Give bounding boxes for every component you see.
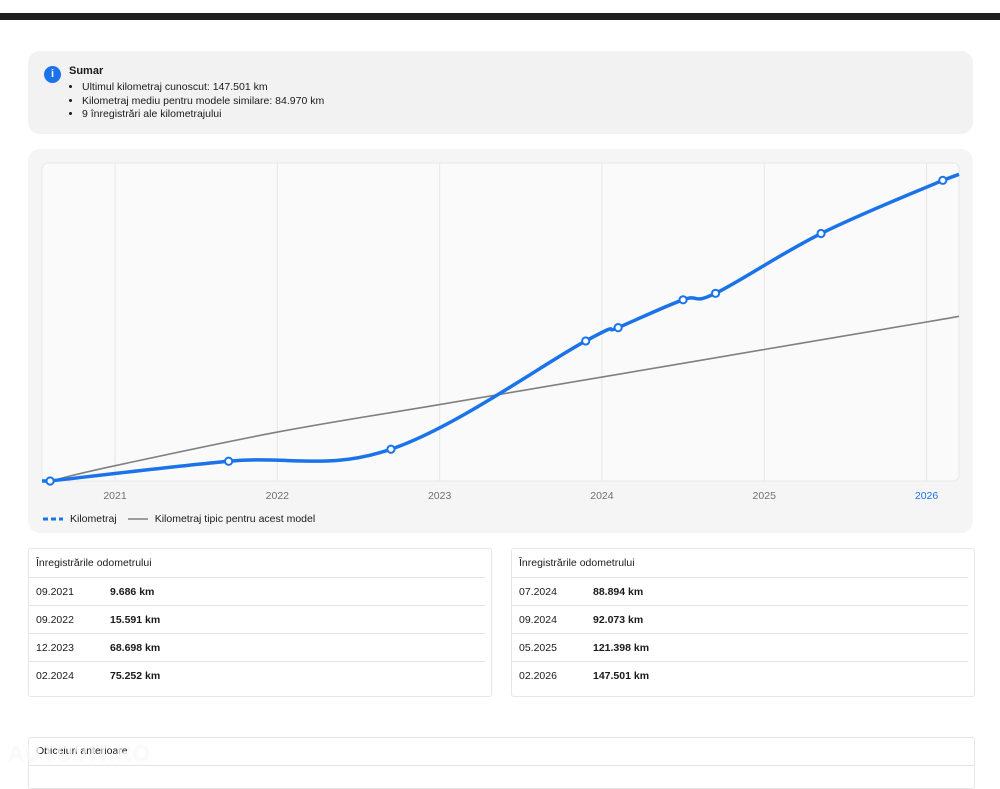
table-row: 09.2021 9.686 km: [29, 577, 485, 605]
table-row: 07.2024 88.894 km: [512, 577, 968, 605]
summary-item: Ultimul kilometraj cunoscut: 147.501 km: [82, 81, 324, 95]
summary-item: Kilometraj mediu pentru modele similare:…: [82, 95, 324, 109]
mileage-chart: 2021 2022 2023 2024 2025 2026 Kilometraj Kilo…: [28, 149, 973, 533]
records-title: Înregistrările odometrului: [519, 557, 635, 569]
chart-legend: Kilometraj Kilometraj tipic pentru acest…: [42, 513, 325, 525]
legend-label-mileage: Kilometraj: [70, 513, 117, 525]
records-rows: 09.2021 9.686 km 09.2022 15.591 km 12.2023 68…: [29, 577, 491, 689]
data-point: [678, 295, 688, 305]
x-tick-label: 2021: [103, 490, 127, 502]
record-date: 09.2021: [36, 586, 74, 598]
record-date: 09.2022: [36, 614, 74, 626]
legend-item-mileage[interactable]: Kilometraj: [42, 513, 117, 525]
previous-usage-card: Obiceiuri anterioare: [28, 737, 975, 789]
plot-area: [41, 162, 960, 482]
watermark-logo: AUTOVIT.RO: [8, 741, 151, 766]
table-row: 02.2024 75.252 km: [29, 661, 485, 689]
legend-label-typical: Kilometraj tipic pentru acest model: [154, 513, 316, 525]
record-value: 147.501 km: [593, 670, 650, 682]
data-point: [938, 175, 948, 185]
info-icon: i: [44, 66, 61, 83]
data-point: [816, 228, 826, 239]
records-rows: 07.2024 88.894 km 09.2024 92.073 km 05.2025 1…: [512, 577, 974, 689]
record-value: 75.252 km: [110, 670, 161, 682]
table-row: 02.2026 147.501 km: [512, 661, 968, 689]
series-line-typical: [49, 315, 960, 482]
legend-swatch-mileage: [43, 517, 63, 521]
record-date: 02.2024: [36, 670, 74, 682]
divider: [29, 765, 974, 766]
table-row: 09.2024 92.073 km: [512, 605, 968, 633]
x-tick-label: 2026: [915, 490, 939, 502]
record-date: 02.2026: [519, 670, 557, 682]
table-row: 09.2022 15.591 km: [29, 605, 485, 633]
summary-title: Sumar: [69, 65, 104, 77]
data-point: [581, 336, 591, 346]
record-date: 12.2023: [36, 642, 74, 654]
data-point: [224, 456, 234, 466]
record-date: 05.2025: [519, 642, 557, 654]
x-tick-label: 2024: [590, 490, 614, 502]
top-bar: [0, 13, 1000, 20]
record-value: 9.686 km: [110, 586, 155, 598]
x-tick-label: 2023: [428, 490, 452, 502]
record-value: 15.591 km: [110, 614, 161, 626]
record-value: 92.073 km: [593, 614, 644, 626]
record-value: 88.894 km: [593, 586, 644, 598]
summary-list: Ultimul kilometraj cunoscut: 147.501 km …: [69, 81, 324, 122]
legend-swatch-typical: [127, 518, 148, 520]
previous-usage-title: Obiceiuri anterioare: [36, 745, 128, 757]
summary-panel: i Sumar Ultimul kilometraj cunoscut: 147…: [28, 51, 973, 134]
chart-svg: 2021 2022 2023 2024 2025 2026: [41, 162, 960, 502]
summary-item: 9 înregistrări ale kilometrajului: [82, 108, 324, 122]
table-row: 05.2025 121.398 km: [512, 633, 968, 661]
x-tick-label: 2022: [266, 490, 290, 502]
record-value: 68.698 km: [110, 642, 161, 654]
table-row: 12.2023 68.698 km: [29, 633, 485, 661]
data-point: [613, 323, 623, 333]
legend-item-typical[interactable]: Kilometraj tipic pentru acest model: [127, 513, 316, 525]
record-date: 07.2024: [519, 586, 557, 598]
x-tick-label: 2025: [753, 490, 777, 502]
record-value: 121.398 km: [593, 642, 650, 654]
records-title: Înregistrările odometrului: [36, 557, 152, 569]
data-point: [45, 476, 55, 486]
record-date: 09.2024: [519, 614, 557, 626]
data-point: [710, 288, 721, 298]
series-line-mileage: [48, 178, 945, 483]
odometer-records-right: Înregistrările odometrului 07.2024 88.894…: [511, 548, 975, 697]
odometer-records-left: Înregistrările odometrului 09.2021 9.686 …: [28, 548, 492, 697]
data-point: [386, 444, 396, 454]
